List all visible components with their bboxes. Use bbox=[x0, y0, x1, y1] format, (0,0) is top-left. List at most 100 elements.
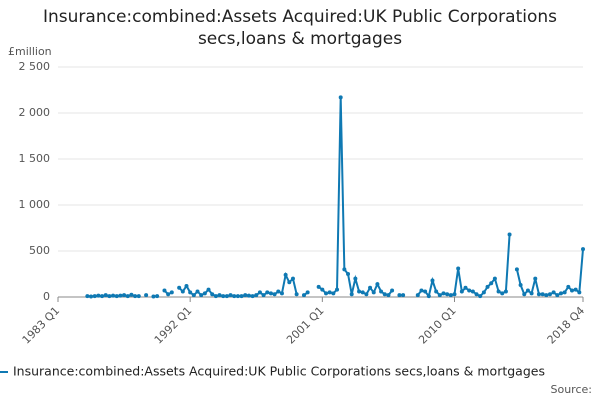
point bbox=[338, 95, 343, 100]
point bbox=[129, 292, 134, 297]
point bbox=[536, 292, 541, 297]
point bbox=[169, 290, 174, 295]
point bbox=[290, 276, 295, 281]
point bbox=[265, 290, 270, 295]
point bbox=[547, 292, 552, 297]
point bbox=[184, 283, 189, 288]
point bbox=[485, 284, 490, 289]
point bbox=[569, 288, 574, 293]
point bbox=[360, 290, 365, 295]
point bbox=[437, 293, 442, 298]
point bbox=[456, 266, 461, 271]
point bbox=[301, 293, 306, 298]
point bbox=[122, 293, 127, 298]
point bbox=[316, 284, 321, 289]
x-tick-label: 2001 Q1 bbox=[284, 304, 327, 347]
point bbox=[507, 232, 512, 237]
point bbox=[210, 292, 215, 297]
point bbox=[199, 293, 204, 298]
x-tick-label: 2010 Q1 bbox=[416, 304, 459, 347]
point bbox=[294, 292, 299, 297]
point bbox=[228, 293, 233, 298]
point bbox=[558, 291, 563, 296]
point bbox=[283, 272, 288, 277]
point bbox=[305, 290, 310, 295]
point bbox=[467, 288, 472, 293]
point bbox=[489, 281, 494, 286]
point bbox=[390, 288, 395, 293]
series-line bbox=[87, 97, 584, 299]
point bbox=[577, 290, 582, 295]
point bbox=[581, 247, 585, 252]
point bbox=[566, 284, 571, 289]
point bbox=[540, 292, 545, 297]
point bbox=[177, 285, 182, 290]
point bbox=[254, 293, 259, 298]
point bbox=[257, 290, 262, 295]
x-tick-label: 1983 Q1 bbox=[20, 304, 63, 347]
point bbox=[441, 291, 446, 296]
y-tick-label: 1 000 bbox=[19, 198, 51, 211]
point bbox=[353, 276, 358, 281]
point bbox=[522, 292, 527, 297]
point bbox=[478, 294, 483, 299]
point bbox=[224, 294, 229, 299]
point bbox=[85, 294, 90, 299]
point bbox=[555, 293, 560, 298]
point bbox=[342, 267, 347, 272]
point bbox=[232, 294, 237, 299]
point bbox=[287, 280, 292, 285]
point bbox=[573, 287, 578, 292]
point bbox=[349, 292, 354, 297]
point bbox=[386, 293, 391, 298]
point bbox=[331, 291, 336, 296]
point bbox=[364, 292, 369, 297]
source: Source: bbox=[551, 383, 593, 396]
y-tick-label: 2 000 bbox=[19, 106, 51, 119]
point bbox=[151, 294, 156, 299]
point bbox=[525, 288, 530, 293]
point bbox=[239, 294, 244, 299]
point bbox=[195, 289, 200, 294]
point bbox=[357, 289, 362, 294]
x-tick-label: 1992 Q1 bbox=[152, 304, 195, 347]
point bbox=[327, 290, 332, 295]
point bbox=[111, 293, 116, 298]
point bbox=[268, 291, 273, 296]
point bbox=[206, 287, 211, 292]
point bbox=[114, 294, 119, 299]
point bbox=[470, 289, 475, 294]
y-tick-label: 0 bbox=[43, 290, 50, 303]
point bbox=[481, 290, 486, 295]
point bbox=[324, 291, 329, 296]
point bbox=[188, 290, 193, 295]
point bbox=[474, 292, 479, 297]
point bbox=[162, 288, 167, 293]
point bbox=[125, 294, 130, 299]
y-tick-label: 2 500 bbox=[19, 60, 51, 73]
point bbox=[463, 285, 468, 290]
point bbox=[144, 293, 149, 298]
point bbox=[459, 289, 464, 294]
point bbox=[107, 294, 112, 299]
point bbox=[368, 285, 373, 290]
point bbox=[371, 290, 376, 295]
point bbox=[415, 293, 420, 298]
point bbox=[320, 287, 325, 292]
point bbox=[533, 276, 538, 281]
point bbox=[166, 292, 171, 297]
point bbox=[276, 289, 281, 294]
point bbox=[426, 294, 431, 299]
point bbox=[492, 276, 497, 281]
legend-label: Insurance:combined:Assets Acquired:UK Pu… bbox=[13, 364, 545, 379]
point bbox=[452, 292, 457, 297]
point bbox=[434, 289, 439, 294]
point bbox=[246, 293, 251, 298]
point bbox=[155, 294, 160, 299]
point bbox=[448, 293, 453, 298]
point bbox=[133, 294, 138, 299]
point bbox=[518, 283, 523, 288]
point bbox=[445, 292, 450, 297]
point bbox=[202, 291, 207, 296]
